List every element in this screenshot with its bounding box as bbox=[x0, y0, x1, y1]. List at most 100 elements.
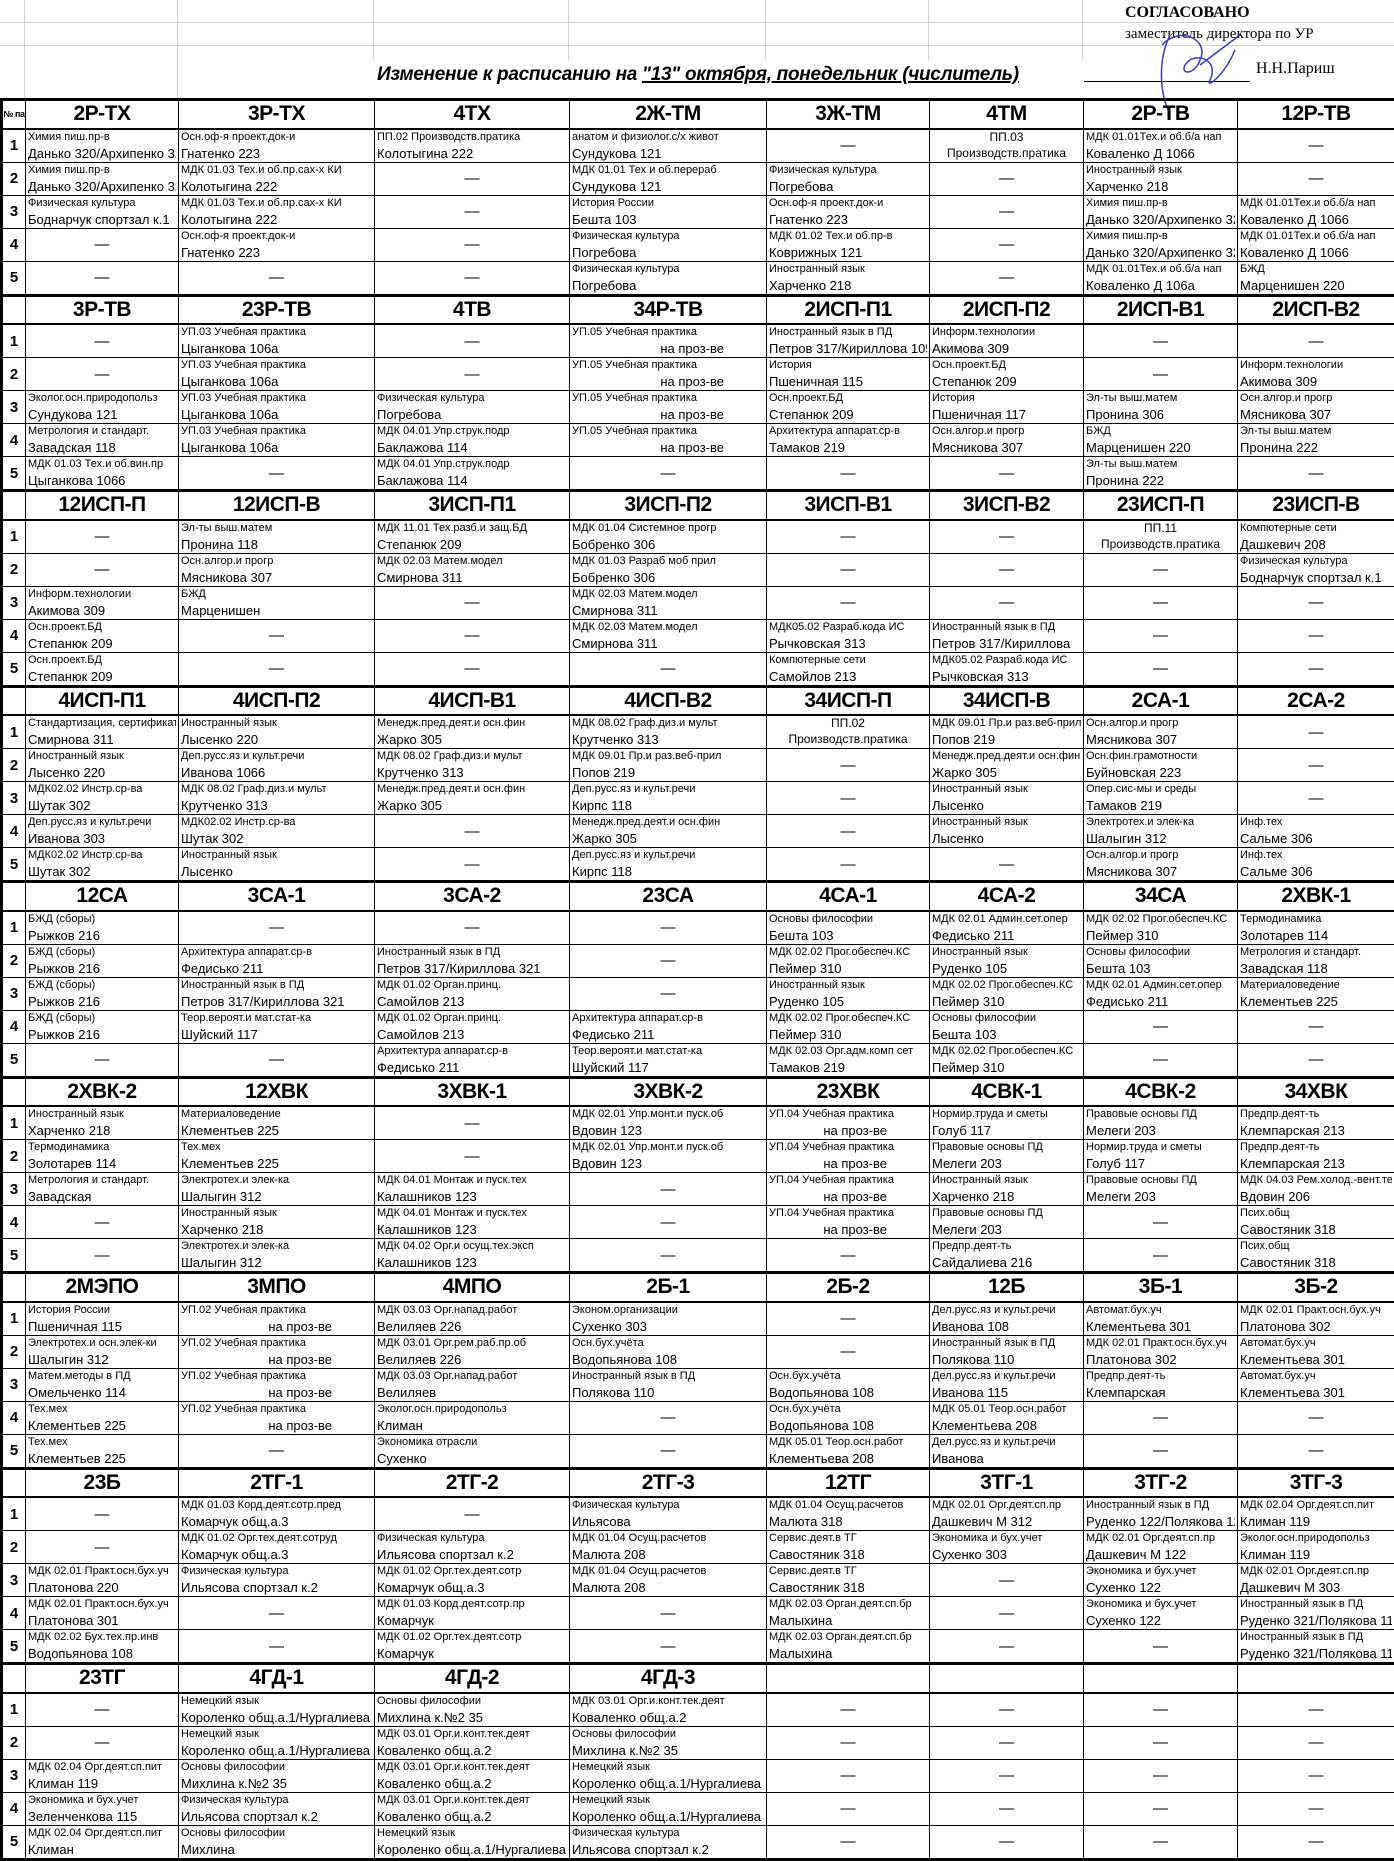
teacher-room: Мелеги 203 bbox=[932, 1221, 1081, 1238]
teacher-room: Пронина 222 bbox=[1086, 472, 1235, 489]
empty-cell: — bbox=[375, 619, 570, 652]
subject: Сервис.деят.в ТГ bbox=[769, 1531, 927, 1546]
teacher-room: Самойлов 213 bbox=[377, 993, 567, 1010]
empty-cell: — bbox=[1238, 324, 1394, 358]
group-name: 3ТГ-1 bbox=[930, 1468, 1084, 1497]
teacher-room: Данько 320/Архипенко 320 bbox=[28, 178, 176, 195]
group-name bbox=[1084, 1664, 1238, 1693]
subject: МДК 01.03 Корд.деят.сотр.пред bbox=[181, 1498, 372, 1513]
subject: Автомат.бух.уч bbox=[1240, 1369, 1392, 1384]
subject: Теор.вероят.и мат.стат-ка bbox=[572, 1044, 764, 1059]
teacher-room: Климан bbox=[377, 1417, 567, 1434]
teacher-room: Погребова bbox=[769, 178, 927, 195]
teacher-room: Смирнова 311 bbox=[377, 569, 567, 586]
teacher-room: Данько 320/Архипенко 320 bbox=[28, 145, 176, 162]
subject: Осн.проект.БД bbox=[932, 358, 1081, 373]
empty-cell: — bbox=[179, 261, 375, 295]
empty-cell: — bbox=[767, 520, 930, 554]
teacher-room: Короленко общ.а.1/Нургалиева bbox=[377, 1841, 567, 1858]
subject: МДК05.02 Разраб.кода ИС bbox=[932, 653, 1081, 668]
subject: Осн.бух.учёта bbox=[769, 1402, 927, 1417]
teacher-room: Данько 320/Архипенко 320 bbox=[1086, 211, 1235, 228]
group-name: 3Б-2 bbox=[1238, 1273, 1394, 1302]
lesson-cell: БЖД (сборы)Рыжков 216 bbox=[26, 911, 179, 945]
subject: БЖД (сборы) bbox=[28, 1011, 176, 1026]
teacher-room: на проз-ве bbox=[181, 1318, 372, 1335]
pair-number: 4 bbox=[2, 1206, 26, 1239]
teacher-room: Савостяник 318 bbox=[1240, 1221, 1392, 1238]
teacher-room: Жарко 305 bbox=[932, 764, 1081, 781]
empty-cell: — bbox=[375, 228, 570, 261]
group-name: 23ИСП-П bbox=[1084, 491, 1238, 520]
group-name: 4СВК-1 bbox=[930, 1077, 1084, 1106]
subject: Немецкий язык bbox=[181, 1694, 372, 1709]
subject: Иностранный язык bbox=[932, 815, 1081, 830]
teacher-room: Иванова bbox=[932, 1450, 1081, 1467]
page-title: Изменение к расписанию на "13" октября, … bbox=[377, 64, 1019, 86]
pair-number: 5 bbox=[2, 1630, 26, 1664]
teacher-room: Водопьянова 108 bbox=[769, 1384, 927, 1401]
teacher-room: Савостяник 318 bbox=[1240, 1254, 1392, 1271]
subject: Основы философии bbox=[181, 1826, 372, 1841]
empty-cell: — bbox=[767, 457, 930, 491]
subject: МДК 01.01Тех.и об.б/а нап bbox=[1086, 130, 1235, 145]
teacher-room: Иванова 115 bbox=[932, 1384, 1081, 1401]
pair-number: 2 bbox=[2, 749, 26, 782]
subject: Физическая культура bbox=[181, 1564, 372, 1579]
subject: МДК 02.02 Прог.обеспеч.КС bbox=[932, 978, 1081, 993]
empty-cell: — bbox=[375, 358, 570, 391]
pair-number: 3 bbox=[2, 782, 26, 815]
subject: Менедж.пред.деят.и осн.фин bbox=[572, 815, 764, 830]
pair-number: 5 bbox=[2, 261, 26, 295]
teacher-room: Пшеничная 115 bbox=[769, 373, 927, 390]
subject: Иностранный язык bbox=[181, 716, 372, 731]
teacher-room: Шалыгин 312 bbox=[181, 1188, 372, 1205]
teacher-room: Коваленко общ.а.2 bbox=[572, 1709, 764, 1726]
lesson-cell: БЖД (сборы)Рыжков 216 bbox=[26, 977, 179, 1010]
teacher-room: Бешта 103 bbox=[1086, 960, 1235, 977]
group-name: 3ИСП-В1 bbox=[767, 491, 930, 520]
subject: Архитектура аппарат.ср-в bbox=[572, 1011, 764, 1026]
pair-number-header bbox=[2, 1077, 26, 1106]
teacher-room: Бешта 103 bbox=[769, 927, 927, 944]
subject: МДК 02.01 Орг.деят.сп.пр bbox=[932, 1498, 1081, 1513]
empty-cell: — bbox=[375, 848, 570, 882]
teacher-room: Колотыгина 222 bbox=[181, 211, 372, 228]
empty-cell: — bbox=[375, 586, 570, 619]
teacher-room: Руденко 105 bbox=[769, 993, 927, 1010]
pair-number: 4 bbox=[2, 424, 26, 457]
subject: УП.04 Учебная практика bbox=[769, 1140, 927, 1155]
subject: МДК02.02 Инстр.ср-ва bbox=[28, 782, 176, 797]
teacher-room: Сухенко bbox=[377, 1450, 567, 1467]
subject: Деп.русс.яз и культ.речи bbox=[572, 782, 764, 797]
empty-cell: — bbox=[570, 911, 767, 945]
empty-cell: — bbox=[179, 1043, 375, 1077]
subject: МДК 02.04 Орг.деят.сп.пит bbox=[28, 1760, 176, 1775]
pair-number: 1 bbox=[2, 1302, 26, 1336]
